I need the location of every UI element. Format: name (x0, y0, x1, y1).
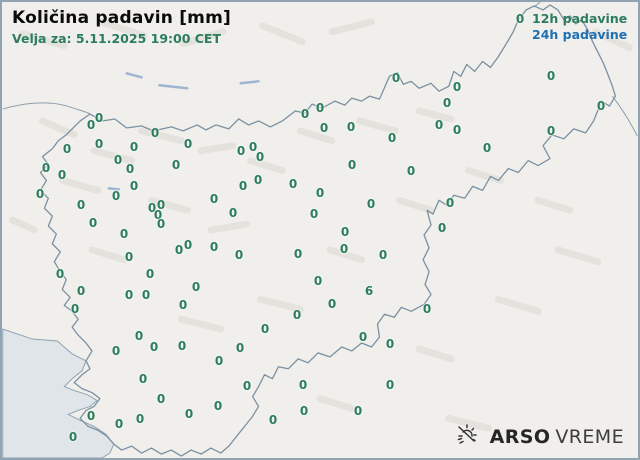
title-block: Količina padavin [mm] Velja za: 5.11.202… (12, 8, 231, 46)
hillshade-texture (9, 18, 633, 432)
lakes (107, 72, 260, 191)
brand-vreme: VREME (555, 426, 624, 448)
legend-toggle-24h[interactable]: 24h padavine (532, 27, 628, 42)
sun-weather-icon (455, 423, 479, 451)
legend-toggle-12h[interactable]: 12h padavine (532, 11, 628, 26)
valid-time-label: Velja za: 5.11.2025 19:00 CET (12, 31, 221, 46)
brand-arso: ARSO (489, 426, 551, 448)
page-title: Količina padavin [mm] (12, 8, 231, 28)
sea-adriatic (2, 328, 115, 458)
brand-logo: ARSO VREME (455, 423, 624, 451)
brand-text: ARSO VREME (490, 426, 624, 448)
legend: 12h padavine 24h padavine (532, 11, 627, 43)
slovenia-border (39, 4, 617, 457)
